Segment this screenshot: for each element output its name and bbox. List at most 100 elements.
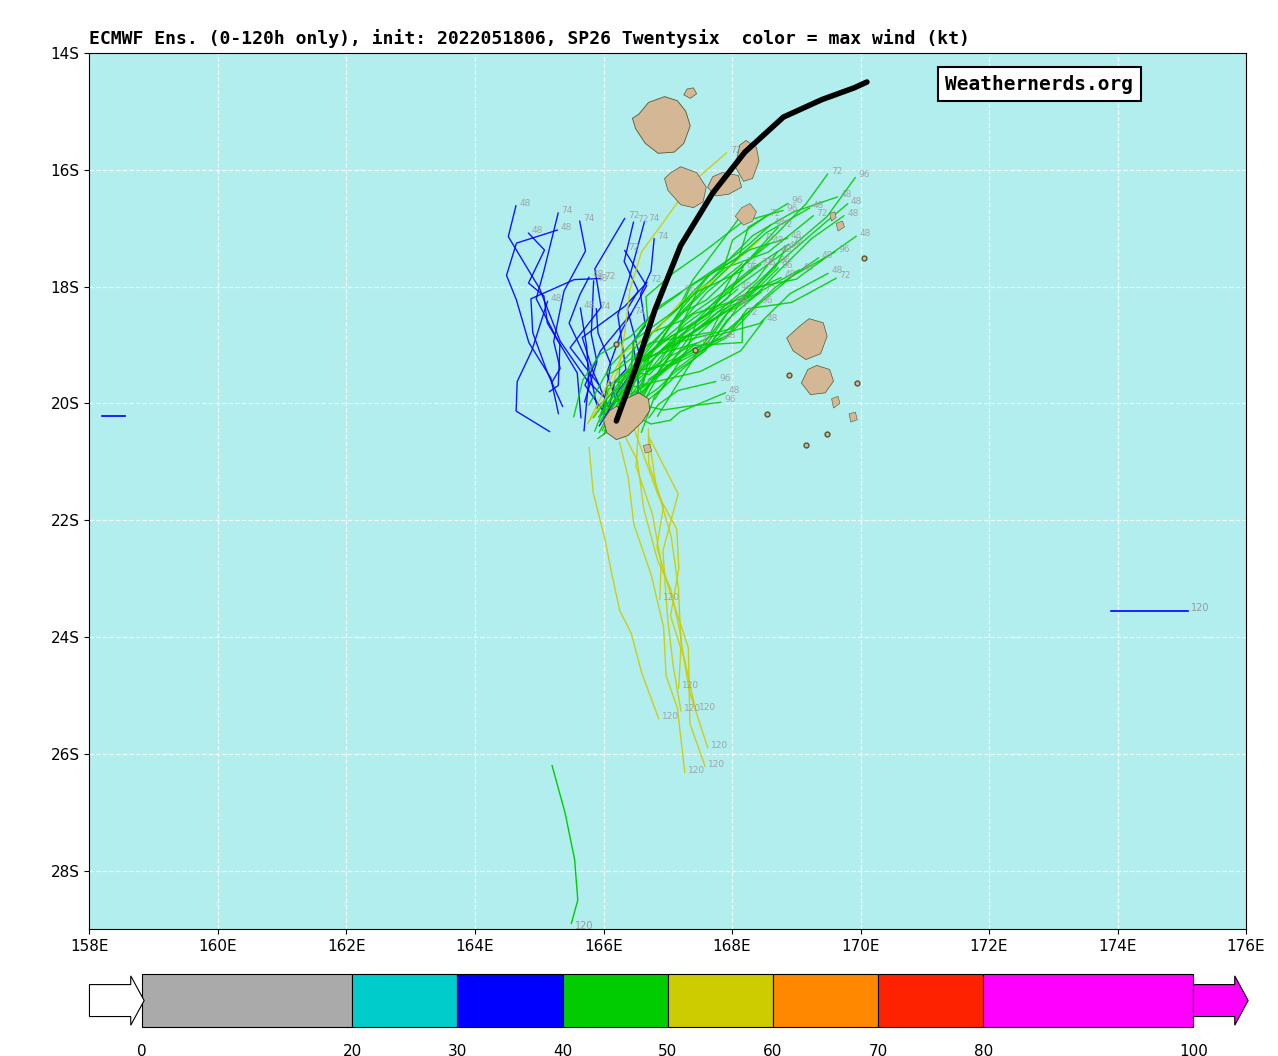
Bar xyxy=(562,975,667,1026)
Text: 0: 0 xyxy=(137,1044,147,1056)
Text: 48: 48 xyxy=(741,282,753,290)
Text: 48: 48 xyxy=(841,190,852,199)
Text: 96: 96 xyxy=(736,295,748,303)
Text: 72: 72 xyxy=(763,232,774,242)
Text: 30: 30 xyxy=(447,1044,468,1056)
Polygon shape xyxy=(849,412,858,422)
Text: 120: 120 xyxy=(711,741,728,750)
Text: 74: 74 xyxy=(561,206,573,214)
Bar xyxy=(983,975,1194,1026)
Text: 96: 96 xyxy=(762,296,773,305)
Text: 74: 74 xyxy=(634,306,645,316)
Text: 96: 96 xyxy=(786,204,797,212)
Polygon shape xyxy=(801,365,833,395)
Bar xyxy=(142,975,353,1026)
Text: 80: 80 xyxy=(974,1044,993,1056)
Polygon shape xyxy=(665,167,707,208)
Polygon shape xyxy=(836,221,845,231)
Text: 48: 48 xyxy=(519,199,530,208)
Text: 96: 96 xyxy=(838,245,850,253)
Text: 48: 48 xyxy=(584,301,596,309)
Text: 48: 48 xyxy=(803,263,814,271)
Text: 70: 70 xyxy=(869,1044,888,1056)
Polygon shape xyxy=(787,319,827,359)
Text: 72: 72 xyxy=(764,285,776,295)
Polygon shape xyxy=(735,204,757,225)
Polygon shape xyxy=(684,88,697,98)
Text: 60: 60 xyxy=(763,1044,782,1056)
Polygon shape xyxy=(708,172,741,196)
Text: 48: 48 xyxy=(736,300,748,309)
Text: 48: 48 xyxy=(728,385,740,395)
Text: 120: 120 xyxy=(688,766,705,774)
Text: 74: 74 xyxy=(657,231,668,241)
Text: 96: 96 xyxy=(720,375,731,383)
Text: 72: 72 xyxy=(760,258,772,267)
Text: 74: 74 xyxy=(583,214,594,223)
Text: 48: 48 xyxy=(767,314,778,323)
Text: 72: 72 xyxy=(730,146,741,155)
Text: 96: 96 xyxy=(859,170,870,180)
Polygon shape xyxy=(735,140,759,182)
Text: 48: 48 xyxy=(813,201,824,210)
Text: 48: 48 xyxy=(773,237,785,245)
Polygon shape xyxy=(633,97,690,153)
Text: 74: 74 xyxy=(599,302,611,310)
Text: 40: 40 xyxy=(553,1044,573,1056)
Text: 48: 48 xyxy=(832,266,842,276)
Text: 72: 72 xyxy=(746,307,758,317)
Text: 72: 72 xyxy=(792,237,804,246)
Polygon shape xyxy=(832,396,840,408)
Text: 72: 72 xyxy=(769,209,781,219)
Polygon shape xyxy=(643,445,652,453)
Text: 120: 120 xyxy=(663,592,680,602)
Text: 48: 48 xyxy=(789,241,800,249)
Text: 72: 72 xyxy=(840,271,851,280)
Text: Weathernerds.org: Weathernerds.org xyxy=(946,75,1134,94)
Text: 48: 48 xyxy=(592,270,603,279)
Text: 48: 48 xyxy=(851,196,863,206)
Text: 72: 72 xyxy=(744,208,755,218)
Bar xyxy=(878,975,983,1026)
Text: 72: 72 xyxy=(725,305,736,314)
Text: 48: 48 xyxy=(822,251,833,260)
Text: 120: 120 xyxy=(1191,603,1210,612)
Text: 48: 48 xyxy=(859,229,870,239)
Text: 120: 120 xyxy=(682,681,699,691)
Text: 48: 48 xyxy=(597,274,608,283)
Text: 72: 72 xyxy=(745,257,757,266)
Text: 50: 50 xyxy=(658,1044,677,1056)
Text: 72: 72 xyxy=(831,167,842,176)
Text: 96: 96 xyxy=(685,285,697,295)
Text: 96: 96 xyxy=(764,258,776,266)
Text: 120: 120 xyxy=(684,704,702,713)
Text: 120: 120 xyxy=(708,759,726,769)
Text: 72: 72 xyxy=(700,336,712,345)
Polygon shape xyxy=(603,393,649,439)
Text: 20: 20 xyxy=(343,1044,362,1056)
Text: 96: 96 xyxy=(725,395,736,404)
Text: 48: 48 xyxy=(551,295,562,303)
Text: 72: 72 xyxy=(781,221,792,229)
Polygon shape xyxy=(829,212,836,221)
Text: 72: 72 xyxy=(817,209,828,218)
Text: 48: 48 xyxy=(781,245,792,253)
Text: 96: 96 xyxy=(746,263,758,272)
Text: 72: 72 xyxy=(627,243,639,252)
Text: 96: 96 xyxy=(780,257,791,265)
Text: 96: 96 xyxy=(791,196,803,205)
Bar xyxy=(353,975,458,1026)
Text: 48: 48 xyxy=(532,226,543,235)
Text: 48: 48 xyxy=(561,223,573,232)
Text: 48: 48 xyxy=(725,332,736,340)
Bar xyxy=(458,975,562,1026)
Text: 48: 48 xyxy=(847,209,859,218)
Text: 120: 120 xyxy=(662,712,679,721)
FancyArrow shape xyxy=(1194,976,1249,1025)
Text: 72: 72 xyxy=(604,271,616,281)
Text: 72: 72 xyxy=(651,276,662,284)
Text: 74: 74 xyxy=(648,214,659,224)
Text: 120: 120 xyxy=(699,703,716,712)
Text: 100: 100 xyxy=(1180,1044,1208,1056)
Bar xyxy=(773,975,878,1026)
